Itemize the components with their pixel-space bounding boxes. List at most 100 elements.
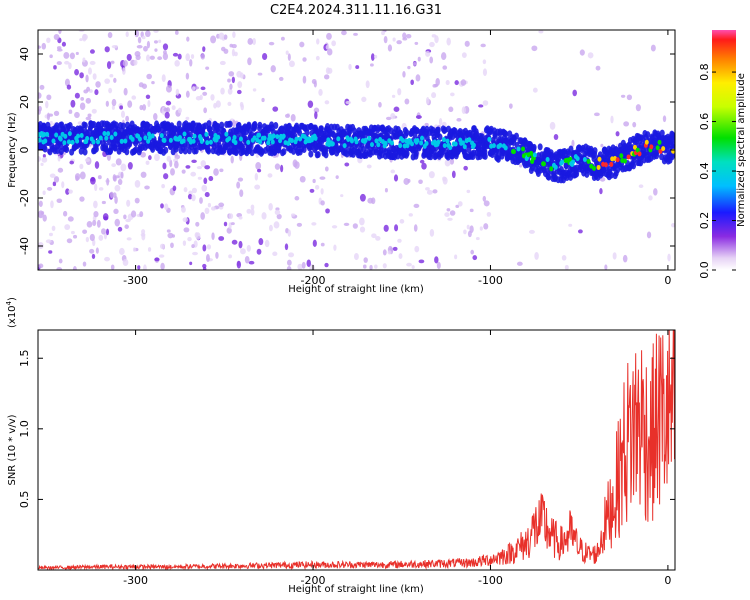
noise-speck [449,158,455,165]
noise-speck [126,53,132,61]
noise-speck [82,229,88,234]
noise-speck [208,176,214,182]
ridge-blob [156,125,162,133]
ridge-blob [42,145,48,153]
noise-speck [61,181,65,189]
noise-speck [92,219,97,227]
noise-speck [113,208,119,214]
noise-speck [140,151,146,158]
noise-speck [72,266,77,270]
ridge-blob [206,120,212,128]
noise-speck [461,106,467,114]
noise-speck [167,232,174,239]
noise-speck [191,187,198,194]
noise-speck [394,224,399,232]
noise-speck [370,53,375,61]
noise-speck [288,252,295,258]
ridge-blob [323,151,329,159]
noise-speck [312,239,317,248]
ridge-blob [482,152,488,160]
ridge-core [96,139,101,145]
noise-speck [122,67,126,75]
spectrogram-x-label: Height of straight line (km) [288,284,424,295]
noise-speck [595,65,601,71]
noise-speck [145,160,150,165]
noise-speck [202,263,207,269]
noise-speck [444,212,450,217]
ridge-core [109,135,114,141]
ridge-core [330,141,335,147]
noise-speck [436,261,441,270]
noise-speck [403,177,410,185]
noise-speck [64,60,70,65]
ridge-core [177,135,182,141]
noise-speck [261,97,265,103]
snr-panel: -300 -200 -100 0 0.5 1.0 1.5 Height of straig… [5,297,676,595]
noise-speck [236,70,242,78]
noise-speck [174,59,180,67]
noise-speck [239,189,244,197]
noise-speck [89,60,96,65]
noise-speck [119,105,124,110]
ridge-blob [315,150,321,158]
noise-speck [40,162,44,167]
noise-speck [307,100,314,108]
ridge-core [262,135,267,141]
noise-speck [97,175,102,180]
noise-speck [470,249,475,255]
noise-speck [440,52,447,61]
noise-speck [137,36,142,44]
ridge-core [532,152,537,158]
noise-speck [568,223,573,227]
noise-speck [402,37,408,41]
noise-speck [46,37,51,44]
noise-speck [102,213,109,221]
noise-speck [52,181,57,187]
snr-y-label: SNR (10 * v/v) [7,414,18,485]
noise-speck [371,197,376,205]
noise-speck [365,80,370,89]
noise-speck [228,213,234,220]
noise-speck [56,61,62,66]
ridge-core [70,139,75,145]
noise-speck [294,196,300,201]
noise-speck [285,50,289,55]
ridge-core [271,133,276,139]
ridge-blob [308,150,314,158]
noise-speck [38,156,42,162]
ridge-core [38,137,42,143]
snr-y-ticks: 0.5 1.0 1.5 [18,349,675,508]
noise-speck [223,221,228,227]
noise-speck [323,74,330,80]
noise-speck [63,210,68,217]
noise-speck [161,183,165,189]
noise-speck [397,238,402,243]
noise-speck [127,162,133,170]
ridge-blob [67,121,73,129]
noise-speck [177,107,182,114]
noise-speck [162,52,169,61]
ridge-core [298,136,303,142]
ridge-blob [64,146,70,154]
noise-speck [210,94,215,101]
noise-speck [405,34,412,39]
ridge-core [137,136,142,142]
noise-speck [185,72,190,80]
noise-speck [392,37,396,42]
noise-speck [114,195,118,204]
noise-speck [402,71,406,78]
noise-speck [146,73,152,80]
noise-speck [95,81,101,88]
noise-speck [205,66,210,70]
noise-speck [131,95,137,100]
noise-speck [85,97,92,104]
ridge-core [199,138,204,144]
noise-speck [432,189,438,194]
noise-speck [143,264,147,270]
noise-speck [218,202,225,207]
noise-speck [85,236,90,243]
noise-speck [466,224,470,230]
noise-speck [68,62,72,70]
noise-speck [415,115,422,119]
noise-speck [274,163,281,170]
